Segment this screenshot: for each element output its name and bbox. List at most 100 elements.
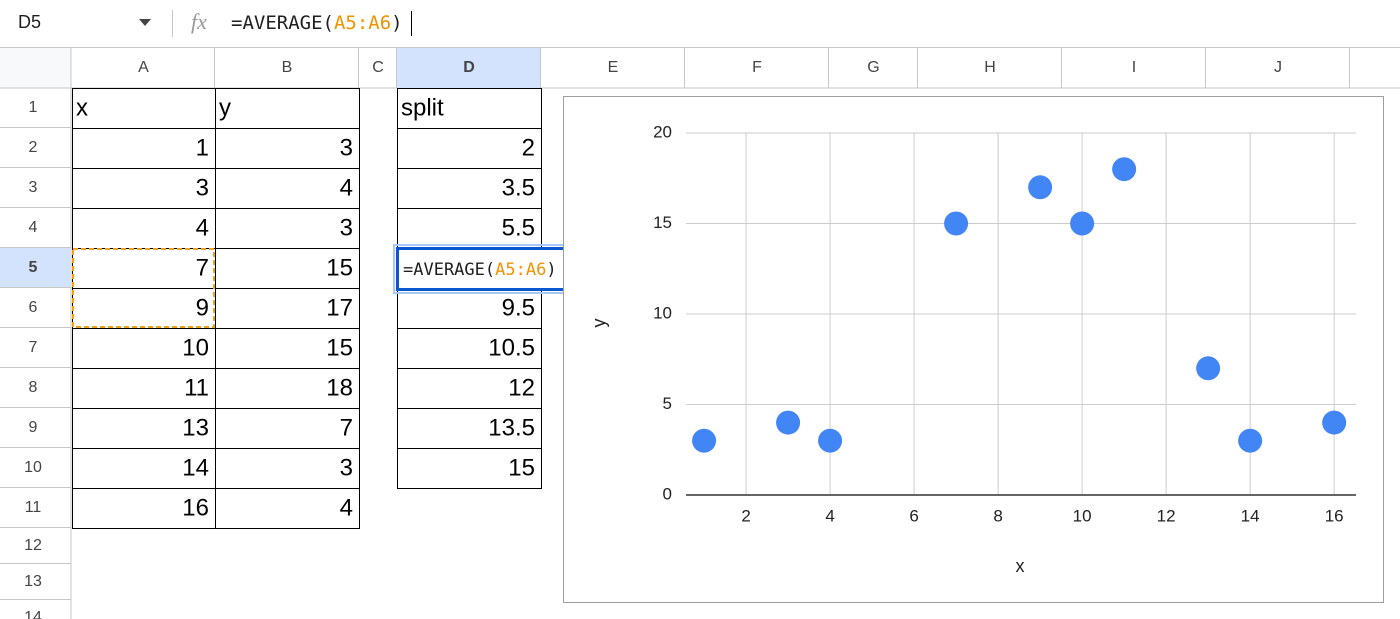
row-header: 7 <box>29 339 38 356</box>
cell-text: 3.5 <box>502 174 535 201</box>
cell-text: 18 <box>326 374 353 401</box>
cell-text: 12 <box>508 374 535 401</box>
row-header: 11 <box>25 499 42 516</box>
chart-frame <box>563 96 1384 603</box>
x-tick-label: 10 <box>1073 506 1092 525</box>
y-tick-label: 5 <box>663 394 672 413</box>
sheet: A B C D E F G H I J1234567891011121314x1347910111… <box>0 48 1400 619</box>
cell-border <box>215 88 360 129</box>
column-header: G <box>867 59 879 76</box>
column-header: J <box>1274 59 1282 76</box>
row-header: 1 <box>29 99 38 116</box>
cell-text: 9.5 <box>502 294 535 321</box>
cell-text: 3 <box>340 214 353 241</box>
range-highlight <box>72 248 215 328</box>
formula-prefix: =AVERAGE( <box>231 12 334 34</box>
formula-prefix: =AVERAGE( <box>403 260 495 280</box>
x-tick-label: 14 <box>1241 506 1260 525</box>
column-header: D <box>463 59 475 76</box>
column-header: I <box>1132 59 1136 76</box>
x-tick-label: 4 <box>825 506 834 525</box>
y-tick-label: 15 <box>653 213 672 232</box>
column-header: C <box>372 59 384 76</box>
cell-border <box>215 128 360 169</box>
y-tick-label: 0 <box>663 484 672 503</box>
data-point <box>776 410 801 435</box>
row-header: 9 <box>29 419 38 436</box>
cell-border <box>72 208 216 249</box>
x-tick-label: 16 <box>1325 506 1344 525</box>
x-tick-label: 12 <box>1157 506 1176 525</box>
row-header: 13 <box>24 573 42 590</box>
column-header-selected <box>397 48 541 88</box>
cell-border <box>72 128 216 169</box>
formula-text[interactable]: =AVERAGE(A5:A6) <box>231 12 403 34</box>
data-point <box>1196 356 1221 381</box>
cell-border <box>397 128 542 169</box>
fx-icon: fx <box>191 9 207 34</box>
cell-border <box>215 488 360 529</box>
data-point <box>944 211 969 236</box>
cell-text: 11 <box>184 374 209 401</box>
cell-text: 4 <box>340 174 353 201</box>
data-point <box>692 428 717 453</box>
column-header: F <box>752 59 762 76</box>
cell-text: 13.5 <box>488 414 535 441</box>
cell-text: 3 <box>340 454 353 481</box>
formula-range: A5:A6 <box>334 12 391 34</box>
row-header: 10 <box>24 459 42 476</box>
formula-range: A5:A6 <box>495 260 546 280</box>
x-axis-title: x <box>1016 556 1025 576</box>
cell-text: 7 <box>340 414 353 441</box>
row-header: 2 <box>29 139 38 156</box>
y-tick-label: 10 <box>653 303 672 322</box>
data-point <box>1070 211 1095 236</box>
row-header: 8 <box>29 379 38 396</box>
row-header: 6 <box>29 299 38 316</box>
formula-bar <box>0 0 1400 47</box>
cell-border <box>72 248 216 289</box>
cell-text: 15 <box>326 334 353 361</box>
x-tick-label: 6 <box>909 506 918 525</box>
cell-text: 16 <box>182 494 209 521</box>
cell-text: 4 <box>196 214 209 241</box>
row-header: 4 <box>29 219 38 236</box>
cell-text: 5.5 <box>502 214 535 241</box>
x-tick-label: 2 <box>741 506 750 525</box>
cell-text: 10.5 <box>488 334 535 361</box>
column-header: B <box>282 59 293 76</box>
data-point <box>818 428 843 453</box>
cell-text: 13 <box>182 414 209 441</box>
cell-text: 15 <box>326 254 353 281</box>
cell-text: 3 <box>340 134 353 161</box>
data-point <box>1238 428 1263 453</box>
cell-text: y <box>219 94 231 121</box>
corner <box>0 48 71 88</box>
row-header: 5 <box>29 259 38 276</box>
cell-text: 9 <box>196 294 209 321</box>
cell-editor <box>396 247 592 291</box>
cell-text: 1 <box>196 134 209 161</box>
cell-text: x <box>76 94 88 121</box>
cell-border <box>215 448 360 489</box>
name-box-dropdown[interactable] <box>139 19 151 26</box>
x-tick-label: 8 <box>993 506 1002 525</box>
name-box[interactable]: D5 <box>18 12 41 32</box>
cell-text: 4 <box>340 494 353 521</box>
cell-border <box>215 208 360 249</box>
cell-text: 15 <box>508 454 535 481</box>
cell-text: 17 <box>326 294 353 321</box>
formula-suffix: ) <box>391 12 402 34</box>
row-header: 3 <box>29 179 38 196</box>
cell-border <box>215 408 360 449</box>
column-header: H <box>984 59 996 76</box>
cell-border <box>72 168 216 209</box>
cell-text: 7 <box>196 254 209 281</box>
row-header: 12 <box>24 537 42 554</box>
y-tick-label: 20 <box>653 122 672 141</box>
cell-border <box>72 88 216 129</box>
data-point <box>1028 175 1053 200</box>
cell-editor-text: =AVERAGE(A5:A6) <box>403 260 557 280</box>
column-header: E <box>608 59 619 76</box>
